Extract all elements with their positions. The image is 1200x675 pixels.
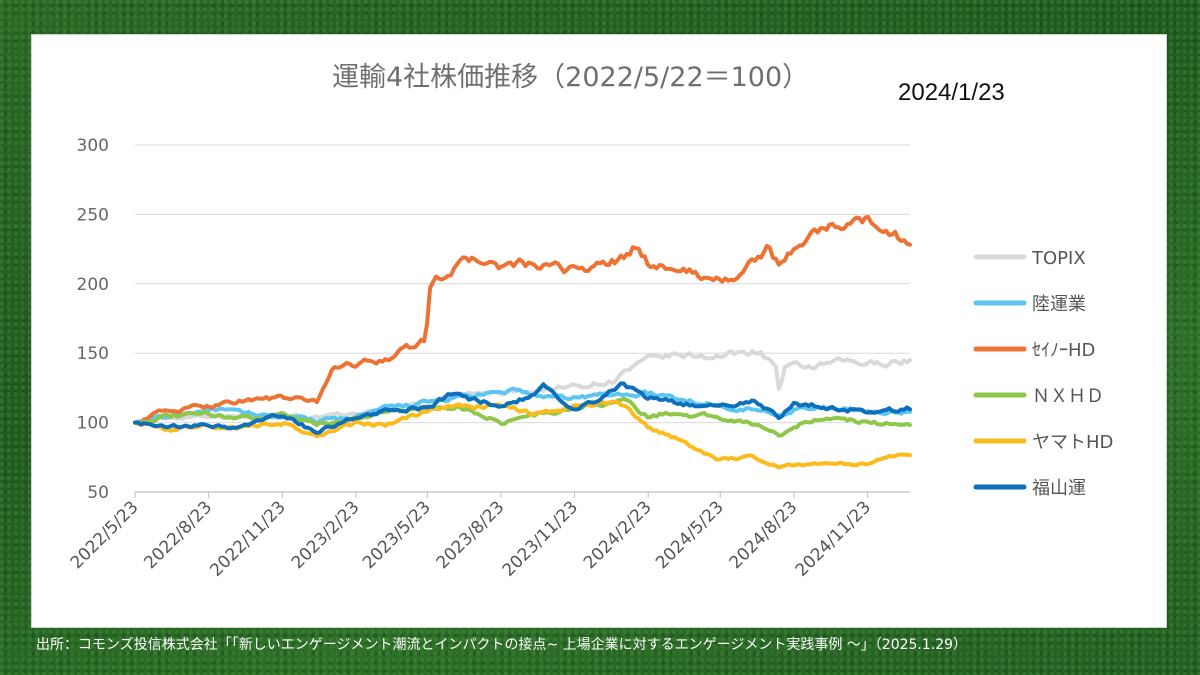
legend-label: 福山運 xyxy=(1032,478,1086,499)
x-tick-label: 2024/11/23 xyxy=(792,497,875,580)
x-tick-label: 2023/8/23 xyxy=(433,497,509,573)
y-tick-label: 50 xyxy=(87,483,109,503)
source-note: 出所：コモンズ投信株式会社「「新しいエンゲージメント潮流とインパクトの接点~ 上… xyxy=(36,637,968,653)
legend-label: ヤマトHD xyxy=(1032,432,1113,453)
y-tick-label: 150 xyxy=(77,344,109,364)
y-tick-label: 250 xyxy=(77,205,109,225)
x-tick-label: 2024/2/23 xyxy=(580,497,656,573)
legend-label: ｾｲﾉｰHD xyxy=(1032,340,1095,361)
line-chart: 50 100 150 200 250 300 2022/5/232022/8/232022/… xyxy=(67,136,1114,581)
series-line xyxy=(133,399,912,470)
y-tick-label: 100 xyxy=(77,414,109,434)
chart-panel: 運輸4社株価推移（2022/5/22＝100） 2024/1/23 50 100 1… xyxy=(31,34,1167,628)
x-tick-label: 2022/11/23 xyxy=(206,497,289,580)
legend-label: TOPIX xyxy=(1031,248,1086,269)
x-tick-label: 2023/2/23 xyxy=(288,497,364,573)
x-tick-label: 2023/11/23 xyxy=(499,497,582,580)
legend-label: ＮＸＨＤ xyxy=(1032,386,1104,407)
date-annotation: 2024/1/23 xyxy=(898,79,1005,106)
x-tick-label: 2022/5/23 xyxy=(67,497,143,573)
series-line xyxy=(133,381,912,435)
x-tick-label: 2024/5/23 xyxy=(652,497,728,573)
x-tick-label: 2023/5/23 xyxy=(359,497,435,573)
y-tick-label: 300 xyxy=(77,136,109,156)
x-tick-label: 2024/8/23 xyxy=(726,497,802,573)
series-line xyxy=(133,215,912,426)
legend-label: 陸運業 xyxy=(1032,294,1086,315)
y-tick-label: 200 xyxy=(77,275,109,295)
x-tick-label: 2022/8/23 xyxy=(140,497,216,573)
chart-title: 運輸4社株価推移（2022/5/22＝100） xyxy=(332,62,810,93)
